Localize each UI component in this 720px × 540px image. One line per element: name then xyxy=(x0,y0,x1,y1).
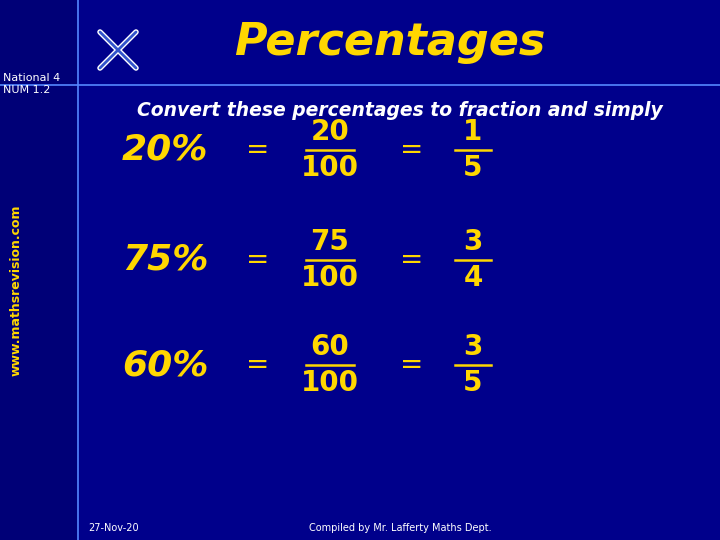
Text: 20%: 20% xyxy=(122,133,208,167)
Text: =: = xyxy=(246,136,270,164)
Text: 100: 100 xyxy=(301,154,359,182)
Text: =: = xyxy=(246,351,270,379)
Text: 3: 3 xyxy=(463,228,482,256)
Text: 60%: 60% xyxy=(122,348,208,382)
Text: 100: 100 xyxy=(301,369,359,397)
Text: Convert these percentages to fraction and simply: Convert these percentages to fraction an… xyxy=(137,100,663,119)
Text: 27-Nov-20: 27-Nov-20 xyxy=(88,523,139,533)
Text: 75%: 75% xyxy=(122,243,208,277)
Text: 1: 1 xyxy=(464,118,482,146)
Text: =: = xyxy=(400,351,423,379)
Text: 75: 75 xyxy=(310,228,349,256)
Text: Percentages: Percentages xyxy=(234,22,546,64)
Text: 5: 5 xyxy=(463,369,482,397)
Text: 5: 5 xyxy=(463,154,482,182)
Text: =: = xyxy=(246,246,270,274)
Bar xyxy=(0,0,78,540)
Text: National 4
NUM 1.2: National 4 NUM 1.2 xyxy=(3,73,60,96)
Text: 100: 100 xyxy=(301,264,359,292)
Text: 60: 60 xyxy=(310,333,349,361)
Text: 3: 3 xyxy=(463,333,482,361)
Text: =: = xyxy=(400,246,423,274)
Text: 4: 4 xyxy=(463,264,482,292)
Text: =: = xyxy=(400,136,423,164)
Text: Compiled by Mr. Lafferty Maths Dept.: Compiled by Mr. Lafferty Maths Dept. xyxy=(309,523,491,533)
Text: www.mathsrevision.com: www.mathsrevision.com xyxy=(9,204,22,376)
Text: 20: 20 xyxy=(310,118,349,146)
